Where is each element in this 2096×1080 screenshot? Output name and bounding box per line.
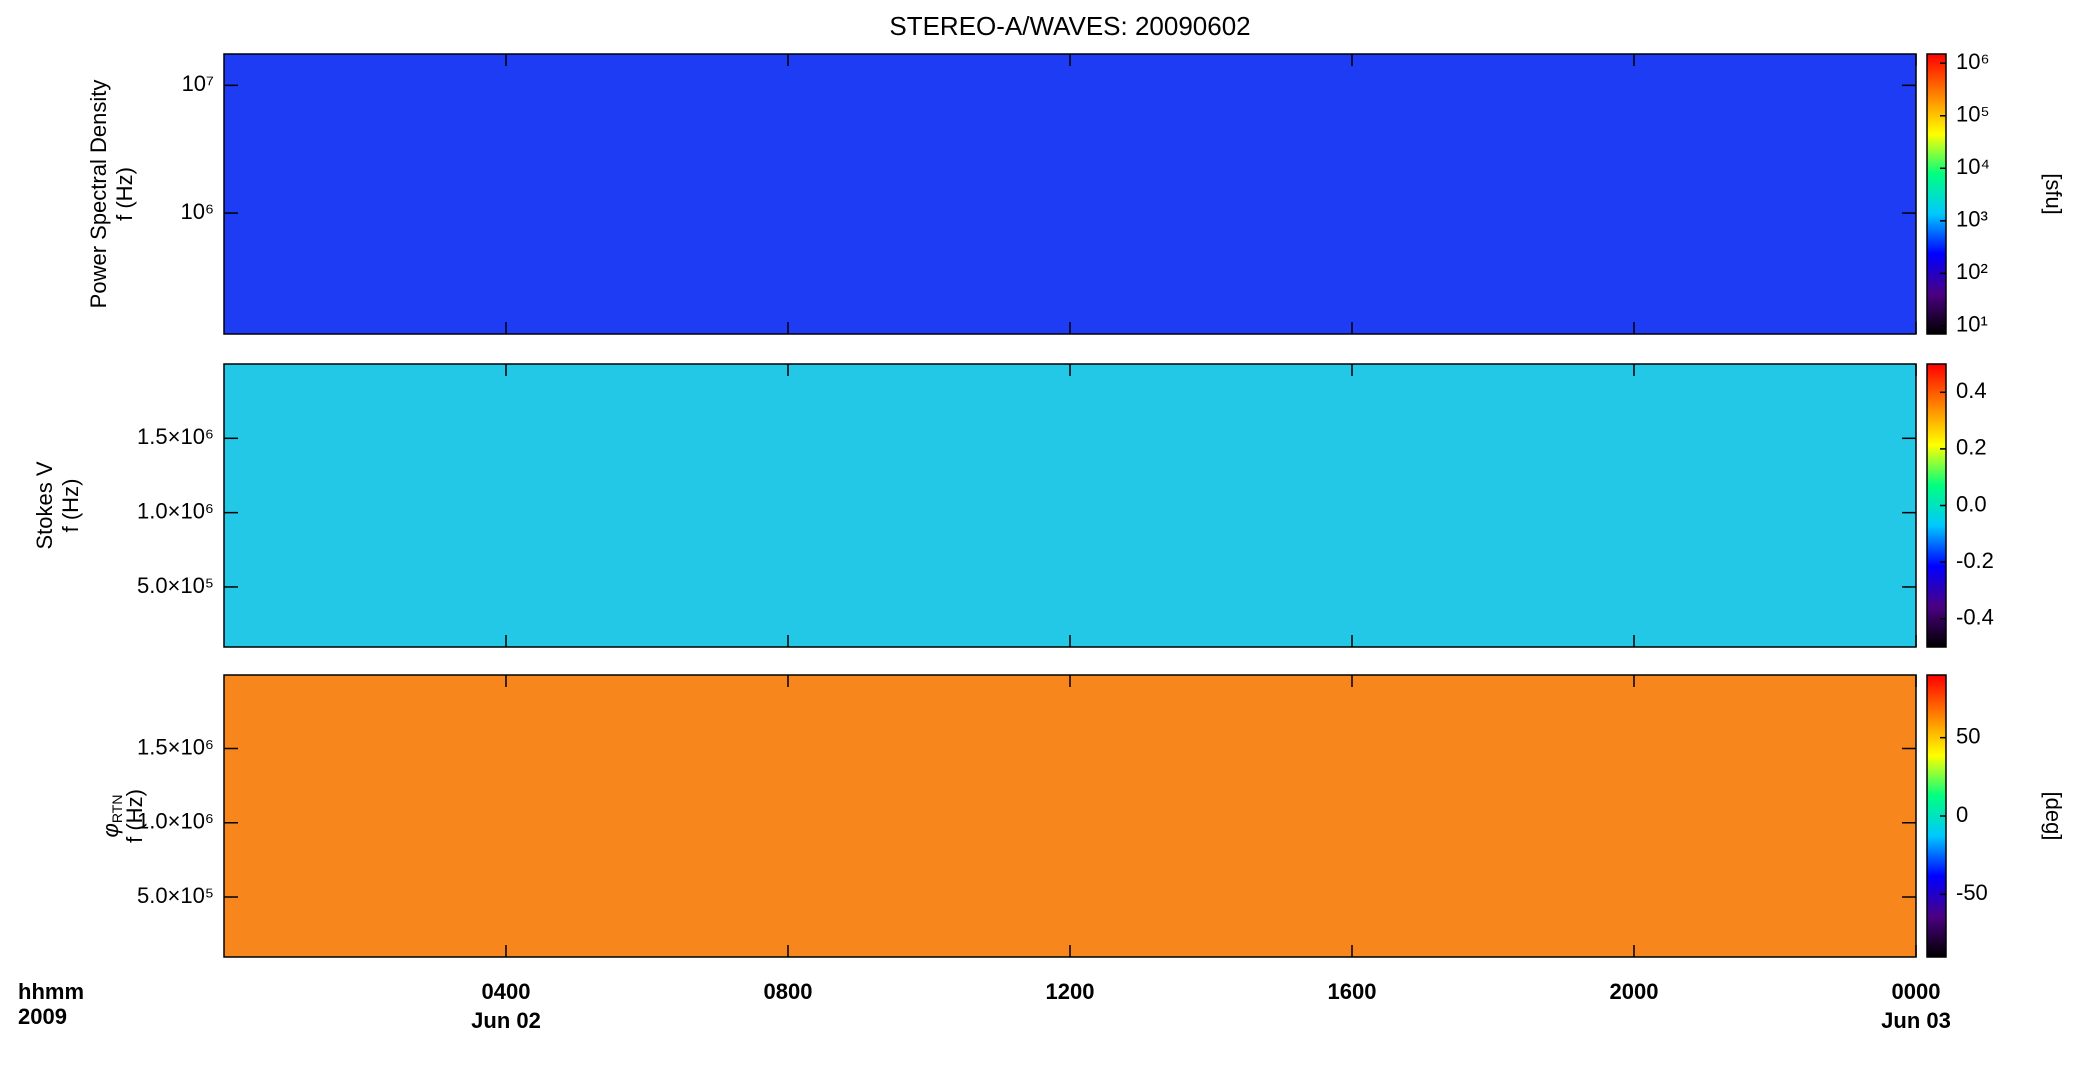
spectrogram-image — [224, 54, 1916, 334]
x-tick-label: 1200 — [1046, 979, 1095, 1004]
colorbar-tick-label: 50 — [1956, 723, 1980, 748]
y-axis-label: f (Hz) — [112, 167, 137, 221]
x-tick-label: 0800 — [764, 979, 813, 1004]
colorbar-tick-label: 10¹ — [1956, 312, 1988, 337]
colorbar-tick-label: 10⁴ — [1956, 154, 1990, 179]
colorbar-tick-label: 0.4 — [1956, 378, 1987, 403]
y-tick-label: 1.5×10⁶ — [137, 734, 214, 759]
y-tick-label: 1.0×10⁶ — [137, 498, 214, 523]
chart-title: STEREO-A/WAVES: 20090602 — [889, 11, 1250, 41]
colorbar-tick-label: 0.0 — [1956, 491, 1987, 516]
colorbar-tick-label: -50 — [1956, 880, 1988, 905]
colorbar-tick-label: 10³ — [1956, 207, 1988, 232]
colorbar-tick-label: 10⁵ — [1956, 102, 1990, 127]
y-axis-label: f (Hz) — [122, 789, 147, 843]
y-axis-label-subscript: RTN — [109, 795, 125, 824]
spectrogram-image — [224, 675, 1916, 957]
colorbar-tick-label: -0.2 — [1956, 548, 1994, 573]
colorbar-tick-label: -0.4 — [1956, 605, 1994, 630]
y-tick-label: 5.0×10⁵ — [137, 883, 214, 908]
y-axis-label: φRTN — [98, 795, 125, 838]
colorbar-tick-label: 10⁶ — [1956, 49, 1990, 74]
colorbar-tick-label: 10² — [1956, 259, 1988, 284]
y-tick-label: 5.0×10⁵ — [137, 573, 214, 598]
x-year-label: 2009 — [18, 1004, 67, 1029]
y-axis-label: f (Hz) — [58, 479, 83, 533]
y-tick-label: 1.5×10⁶ — [137, 424, 214, 449]
x-tick-label: 0400 — [482, 979, 531, 1004]
colorbar-tick-label: 0.2 — [1956, 435, 1987, 460]
x-unit-label: hhmm — [18, 979, 84, 1004]
colorbar — [1926, 53, 1947, 335]
x-tick-label: 2000 — [1610, 979, 1659, 1004]
y-axis-label-symbol: φ — [98, 823, 123, 837]
y-tick-label: 1.0×10⁶ — [137, 809, 214, 834]
colorbar-tick-label: 0 — [1956, 802, 1968, 827]
x-date-label: Jun 03 — [1881, 1008, 1951, 1033]
y-tick-label: 10⁷ — [182, 71, 214, 96]
x-date-label: Jun 02 — [471, 1008, 541, 1033]
y-tick-label: 10⁶ — [180, 199, 214, 224]
colorbar-label: [sfu] — [2041, 173, 2066, 215]
x-tick-label: 1600 — [1328, 979, 1377, 1004]
spectrogram-image — [224, 364, 1916, 647]
y-axis-label: Power Spectral Density — [86, 80, 111, 309]
colorbar-label: [deg] — [2041, 792, 2066, 841]
y-axis-label: Stokes V — [32, 461, 57, 549]
x-tick-label: 0000 — [1892, 979, 1941, 1004]
